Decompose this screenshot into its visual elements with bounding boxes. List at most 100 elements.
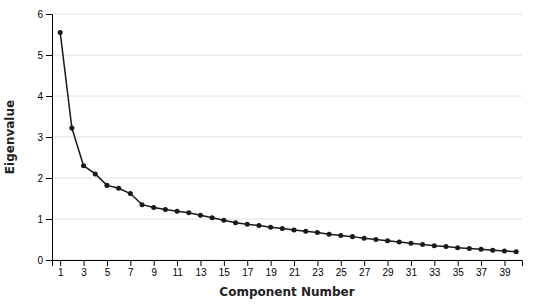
tick-label: 3 xyxy=(37,132,43,143)
point xyxy=(385,238,390,243)
tick-label: 23 xyxy=(312,267,324,278)
tick-label: 6 xyxy=(37,9,43,20)
tick-label: 17 xyxy=(242,267,254,278)
tick-mark xyxy=(481,260,482,266)
point xyxy=(479,247,484,252)
tick-label: 4 xyxy=(37,91,43,102)
point xyxy=(93,171,98,176)
point xyxy=(198,213,203,218)
tick-label: 5 xyxy=(37,50,43,61)
tick: 11 xyxy=(172,260,183,278)
point xyxy=(128,191,133,196)
tick: 21 xyxy=(289,260,301,278)
tick: 33 xyxy=(429,260,441,278)
point xyxy=(455,245,460,250)
point xyxy=(140,202,145,207)
tick: 3 xyxy=(37,132,52,143)
tick-label: 27 xyxy=(359,267,371,278)
tick: 0 xyxy=(37,255,52,266)
point xyxy=(303,229,308,234)
tick-mark xyxy=(364,260,365,266)
tick-label: 11 xyxy=(172,267,183,278)
tick-label: 39 xyxy=(499,267,511,278)
tick-label: 19 xyxy=(266,267,278,278)
tick-label: 2 xyxy=(37,173,43,184)
tick-mark xyxy=(46,219,52,220)
tick: 25 xyxy=(336,260,348,278)
tick: 6 xyxy=(37,9,52,20)
tick-mark xyxy=(46,260,52,261)
point xyxy=(490,248,495,253)
point xyxy=(256,223,261,228)
point xyxy=(291,228,296,233)
tick: 5 xyxy=(37,50,52,61)
point xyxy=(58,30,63,35)
point xyxy=(443,244,448,249)
grid-line xyxy=(52,55,522,56)
point xyxy=(245,222,250,227)
tick-mark xyxy=(224,260,225,266)
point xyxy=(69,125,74,130)
point xyxy=(514,249,519,254)
tick: 17 xyxy=(242,260,254,278)
tick-label: 3 xyxy=(81,267,87,278)
line xyxy=(60,32,516,251)
tick: 23 xyxy=(312,260,324,278)
tick-label: 13 xyxy=(195,267,207,278)
tick: 7 xyxy=(128,260,134,278)
tick-mark xyxy=(46,14,52,15)
tick-mark xyxy=(46,96,52,97)
tick-mark xyxy=(434,260,435,266)
point xyxy=(327,232,332,237)
point xyxy=(467,246,472,251)
tick-mark xyxy=(130,260,131,266)
point xyxy=(104,183,109,188)
point xyxy=(221,218,226,223)
grid-line xyxy=(52,14,522,15)
tick-mark xyxy=(46,55,52,56)
tick-label: 1 xyxy=(37,214,43,225)
point xyxy=(116,186,121,191)
tick-mark xyxy=(200,260,201,266)
point xyxy=(268,225,273,230)
tick-mark xyxy=(411,260,412,266)
point xyxy=(280,226,285,231)
point xyxy=(151,205,156,210)
tick: 19 xyxy=(266,260,278,278)
tick-mark xyxy=(294,260,295,266)
axis-line xyxy=(53,261,523,267)
tick-mark xyxy=(154,260,155,266)
grid-line xyxy=(52,219,522,220)
plot: 1357911131517192123252729313335373901234… xyxy=(37,9,522,278)
tick-mark xyxy=(107,260,108,266)
grid-line xyxy=(52,96,522,97)
tick-label: 35 xyxy=(453,267,465,278)
tick-label: 0 xyxy=(37,255,43,266)
tick: 1 xyxy=(58,260,64,278)
tick-mark xyxy=(458,260,459,266)
tick: 5 xyxy=(105,260,111,278)
tick-mark xyxy=(46,137,52,138)
point xyxy=(350,234,355,239)
chart: 1357911131517192123252729313335373901234… xyxy=(0,0,538,304)
x-axis-title: Component Number xyxy=(219,285,354,299)
tick: 1 xyxy=(37,214,52,225)
tick: 3 xyxy=(81,260,87,278)
tick-label: 1 xyxy=(58,267,64,278)
y-axis: 0 1 2 3 4 5 6 xyxy=(37,9,52,266)
point xyxy=(81,163,86,168)
tick: 13 xyxy=(195,260,207,278)
point xyxy=(186,210,191,215)
tick: 27 xyxy=(359,260,371,278)
tick: 37 xyxy=(476,260,488,278)
tick-label: 7 xyxy=(128,267,134,278)
point xyxy=(408,241,413,246)
tick-label: 37 xyxy=(476,267,488,278)
point xyxy=(397,239,402,244)
point xyxy=(210,215,215,220)
point xyxy=(233,220,238,225)
tick-mark xyxy=(247,260,248,266)
tick-label: 21 xyxy=(289,267,301,278)
tick-label: 15 xyxy=(219,267,231,278)
tick-label: 25 xyxy=(336,267,348,278)
